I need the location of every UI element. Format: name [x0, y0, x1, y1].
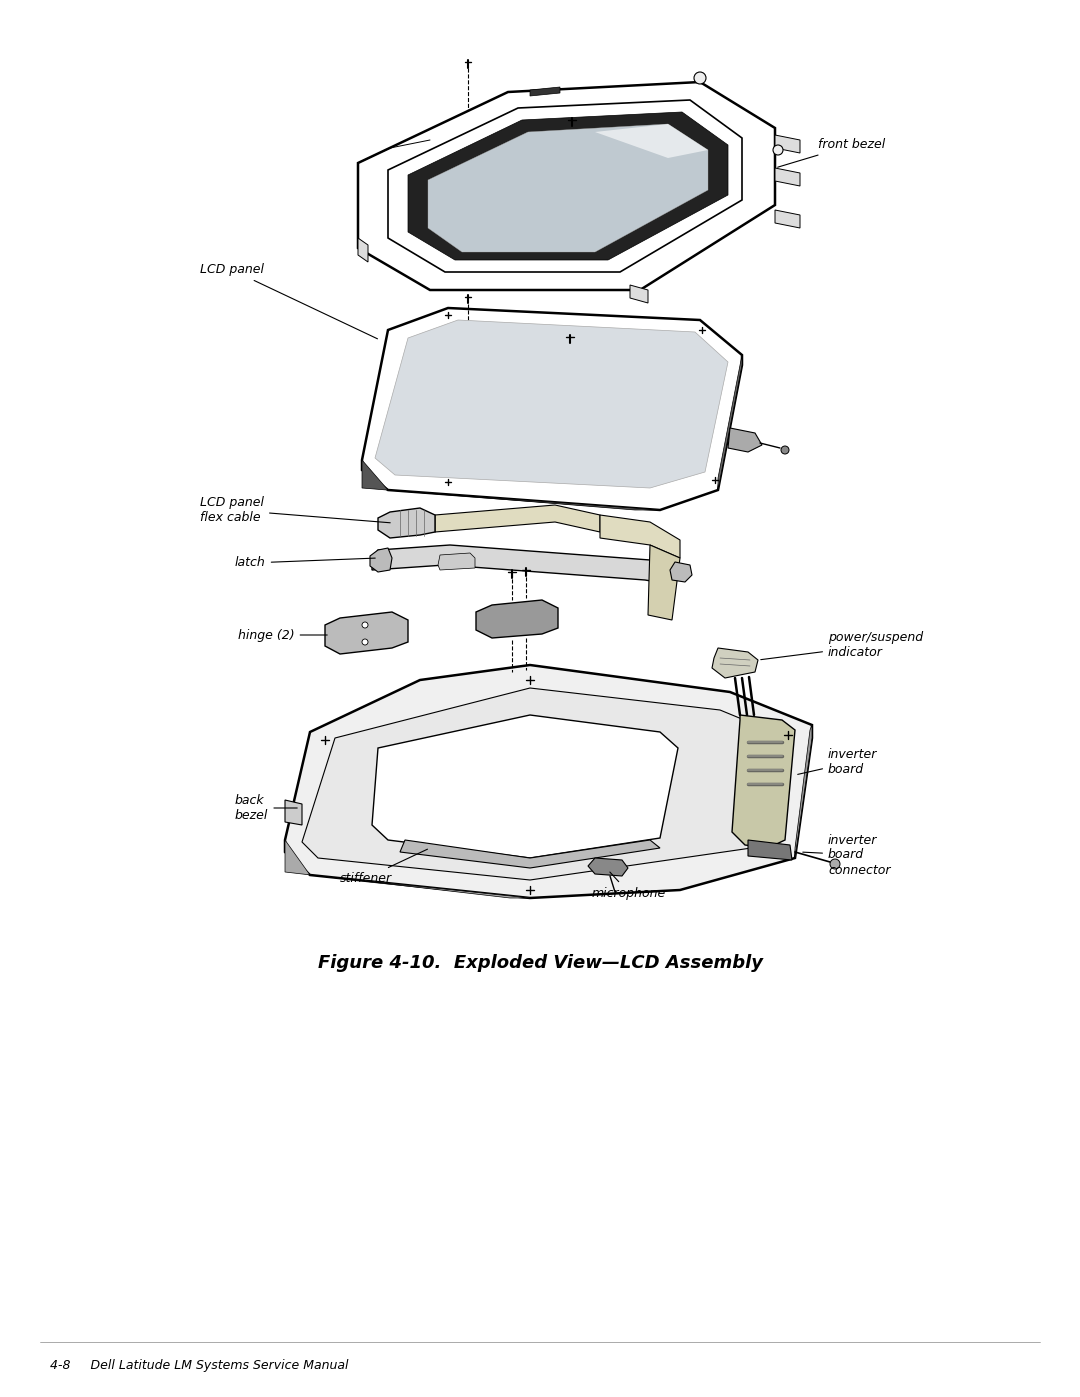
Text: front bezel: front bezel [778, 138, 886, 168]
Polygon shape [718, 355, 742, 490]
Polygon shape [476, 599, 558, 638]
Polygon shape [435, 504, 600, 532]
Polygon shape [362, 460, 660, 510]
Text: Figure 4-10.  Exploded View—LCD Assembly: Figure 4-10. Exploded View—LCD Assembly [318, 954, 762, 972]
Circle shape [773, 145, 783, 155]
Polygon shape [357, 82, 775, 291]
Polygon shape [438, 553, 475, 570]
Polygon shape [588, 858, 627, 876]
Polygon shape [372, 545, 680, 585]
Polygon shape [285, 840, 530, 898]
Polygon shape [408, 112, 728, 260]
Polygon shape [600, 515, 680, 557]
Polygon shape [375, 320, 728, 488]
Polygon shape [648, 545, 680, 620]
Polygon shape [302, 687, 788, 880]
Polygon shape [775, 136, 800, 154]
Text: latch: latch [235, 556, 375, 570]
Polygon shape [285, 665, 812, 898]
Polygon shape [285, 800, 302, 826]
Text: hinge (2): hinge (2) [238, 629, 327, 641]
Text: power/suspend
indicator: power/suspend indicator [760, 631, 923, 659]
Text: LCD panel: LCD panel [200, 264, 378, 339]
Polygon shape [530, 87, 561, 96]
Polygon shape [400, 840, 660, 868]
Polygon shape [630, 285, 648, 303]
Polygon shape [370, 548, 392, 571]
Polygon shape [712, 648, 758, 678]
Polygon shape [362, 307, 742, 510]
Polygon shape [728, 427, 762, 453]
Polygon shape [775, 210, 800, 228]
Circle shape [781, 446, 789, 454]
Polygon shape [595, 124, 708, 158]
Text: stiffener: stiffener [340, 849, 428, 884]
Text: 4-8     Dell Latitude LM Systems Service Manual: 4-8 Dell Latitude LM Systems Service Man… [50, 1358, 349, 1372]
Polygon shape [670, 562, 692, 583]
Text: LCD panel
flex cable: LCD panel flex cable [200, 496, 390, 524]
Polygon shape [748, 840, 792, 861]
Polygon shape [378, 509, 435, 538]
Circle shape [831, 859, 840, 869]
Polygon shape [732, 715, 795, 848]
Text: inverter
board
connector: inverter board connector [802, 834, 891, 876]
Circle shape [362, 638, 368, 645]
Polygon shape [775, 168, 800, 186]
Text: back
bezel: back bezel [235, 793, 297, 821]
Polygon shape [388, 101, 742, 272]
Circle shape [362, 622, 368, 629]
Circle shape [694, 73, 706, 84]
Text: microphone: microphone [592, 872, 666, 900]
Polygon shape [357, 237, 368, 263]
Polygon shape [428, 124, 708, 251]
Polygon shape [372, 715, 678, 858]
Polygon shape [795, 725, 812, 858]
Text: inverter
board: inverter board [798, 747, 877, 775]
Polygon shape [325, 612, 408, 654]
